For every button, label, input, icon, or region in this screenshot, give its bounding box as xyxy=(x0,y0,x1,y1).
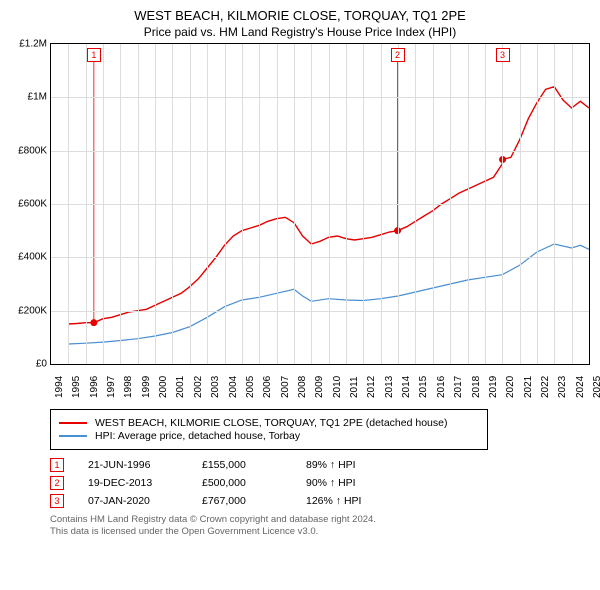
footer-line: Contains HM Land Registry data © Crown c… xyxy=(50,514,590,526)
event-row: 2 19-DEC-2013 £500,000 90% ↑ HPI xyxy=(50,476,590,490)
event-date: 21-JUN-1996 xyxy=(88,459,178,471)
x-tick-label: 2025 xyxy=(592,376,600,398)
x-tick-label: 2005 xyxy=(245,376,256,398)
x-tick-label: 2018 xyxy=(471,376,482,398)
x-tick-label: 2003 xyxy=(210,376,221,398)
event-marker-flag: 2 xyxy=(391,48,405,62)
x-tick-label: 2014 xyxy=(401,376,412,398)
footer-line: This data is licensed under the Open Gov… xyxy=(50,526,590,538)
event-marker-box: 3 xyxy=(50,494,64,508)
x-tick-label: 2012 xyxy=(366,376,377,398)
event-price: £155,000 xyxy=(202,459,282,471)
y-tick-label: £600K xyxy=(11,199,47,210)
x-tick-label: 2017 xyxy=(453,376,464,398)
legend-label: HPI: Average price, detached house, Torb… xyxy=(95,430,300,442)
y-tick-label: £400K xyxy=(11,252,47,263)
x-tick-label: 1995 xyxy=(71,376,82,398)
event-hpi: 89% ↑ HPI xyxy=(306,459,356,471)
x-tick-label: 2002 xyxy=(193,376,204,398)
event-hpi: 126% ↑ HPI xyxy=(306,495,361,507)
event-price: £767,000 xyxy=(202,495,282,507)
x-tick-label: 2016 xyxy=(436,376,447,398)
x-tick-label: 2021 xyxy=(523,376,534,398)
x-tick-label: 2024 xyxy=(575,376,586,398)
x-tick-label: 2015 xyxy=(418,376,429,398)
chart-title-sub: Price paid vs. HM Land Registry's House … xyxy=(10,25,590,39)
x-tick-label: 2007 xyxy=(280,376,291,398)
event-date: 07-JAN-2020 xyxy=(88,495,178,507)
event-marker-flag: 3 xyxy=(496,48,510,62)
x-tick-label: 2020 xyxy=(505,376,516,398)
legend-swatch xyxy=(59,422,87,424)
x-tick-label: 2013 xyxy=(384,376,395,398)
x-tick-label: 1999 xyxy=(141,376,152,398)
legend: WEST BEACH, KILMORIE CLOSE, TORQUAY, TQ1… xyxy=(50,409,488,450)
x-tick-label: 2004 xyxy=(228,376,239,398)
legend-label: WEST BEACH, KILMORIE CLOSE, TORQUAY, TQ1… xyxy=(95,417,447,429)
x-tick-label: 2006 xyxy=(262,376,273,398)
chart-container: WEST BEACH, KILMORIE CLOSE, TORQUAY, TQ1… xyxy=(0,0,600,590)
events-table: 1 21-JUN-1996 £155,000 89% ↑ HPI 2 19-DE… xyxy=(50,458,590,508)
legend-swatch xyxy=(59,435,87,437)
x-tick-label: 1998 xyxy=(123,376,134,398)
x-tick-label: 1997 xyxy=(106,376,117,398)
x-tick-label: 1996 xyxy=(89,376,100,398)
event-marker-flag: 1 xyxy=(87,48,101,62)
plot-area: £0£200K£400K£600K£800K£1M£1.2M1994199519… xyxy=(50,43,590,365)
event-date: 19-DEC-2013 xyxy=(88,477,178,489)
y-tick-label: £800K xyxy=(11,145,47,156)
y-tick-label: £1M xyxy=(11,92,47,103)
chart-title-main: WEST BEACH, KILMORIE CLOSE, TORQUAY, TQ1… xyxy=(10,8,590,23)
x-tick-label: 2011 xyxy=(349,376,360,398)
event-price: £500,000 xyxy=(202,477,282,489)
event-hpi: 90% ↑ HPI xyxy=(306,477,356,489)
footer-note: Contains HM Land Registry data © Crown c… xyxy=(50,514,590,538)
y-tick-label: £200K xyxy=(11,305,47,316)
x-tick-label: 2001 xyxy=(175,376,186,398)
x-tick-label: 1994 xyxy=(54,376,65,398)
event-marker-box: 2 xyxy=(50,476,64,490)
x-tick-label: 2023 xyxy=(557,376,568,398)
event-row: 1 21-JUN-1996 £155,000 89% ↑ HPI xyxy=(50,458,590,472)
legend-item: HPI: Average price, detached house, Torb… xyxy=(59,430,479,442)
x-tick-label: 2019 xyxy=(488,376,499,398)
x-tick-label: 2000 xyxy=(158,376,169,398)
x-tick-label: 2022 xyxy=(540,376,551,398)
x-tick-label: 2010 xyxy=(332,376,343,398)
y-tick-label: £1.2M xyxy=(11,39,47,50)
event-marker-box: 1 xyxy=(50,458,64,472)
x-tick-label: 2009 xyxy=(314,376,325,398)
x-tick-label: 2008 xyxy=(297,376,308,398)
y-tick-label: £0 xyxy=(11,359,47,370)
event-row: 3 07-JAN-2020 £767,000 126% ↑ HPI xyxy=(50,494,590,508)
legend-item: WEST BEACH, KILMORIE CLOSE, TORQUAY, TQ1… xyxy=(59,417,479,429)
